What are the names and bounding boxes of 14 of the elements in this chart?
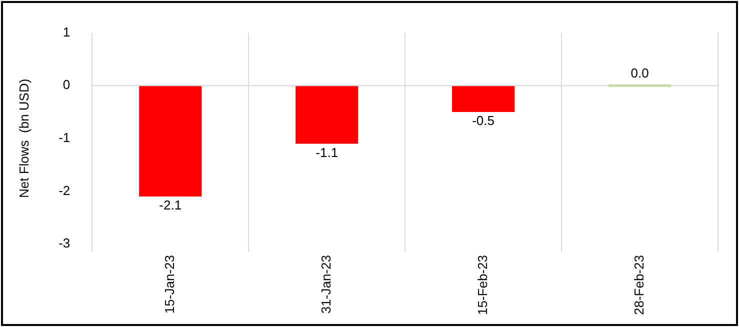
x-tick-label: 31-Jan-23 bbox=[318, 255, 334, 314]
y-tick-label: -1 bbox=[58, 130, 70, 145]
data-label: -2.1 bbox=[159, 198, 182, 213]
data-label: -0.5 bbox=[472, 113, 495, 128]
y-tick-label: 0 bbox=[62, 77, 70, 92]
data-label: -1.1 bbox=[316, 144, 338, 160]
y-axis-title: Net Flows (bn USD) bbox=[16, 78, 32, 198]
data-label: 0.0 bbox=[630, 66, 649, 81]
x-tick-label: 15-Feb-23 bbox=[474, 255, 490, 316]
x-tick-label: 28-Feb-23 bbox=[631, 255, 646, 316]
y-tick-label: -3 bbox=[58, 236, 70, 251]
y-tick-label: -2 bbox=[58, 182, 70, 198]
y-tick-label: 1 bbox=[62, 24, 70, 40]
x-tick-label: 15-Jan-23 bbox=[162, 255, 177, 314]
